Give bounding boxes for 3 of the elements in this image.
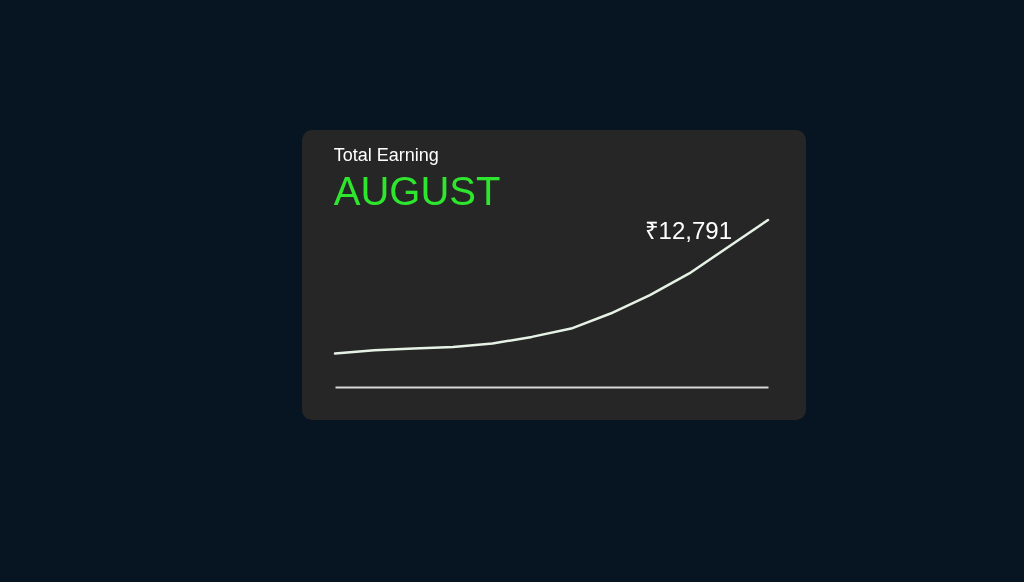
chart-subtitle: AUGUST: [333, 168, 501, 213]
annotation: ₹12,791: [644, 217, 732, 244]
chart-title: Total Earning: [333, 144, 439, 165]
